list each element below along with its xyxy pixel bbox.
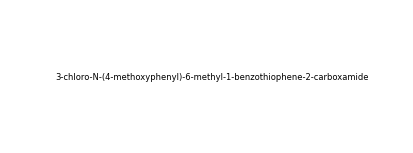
Text: 3-chloro-N-(4-methoxyphenyl)-6-methyl-1-benzothiophene-2-carboxamide: 3-chloro-N-(4-methoxyphenyl)-6-methyl-1-… (55, 73, 368, 82)
